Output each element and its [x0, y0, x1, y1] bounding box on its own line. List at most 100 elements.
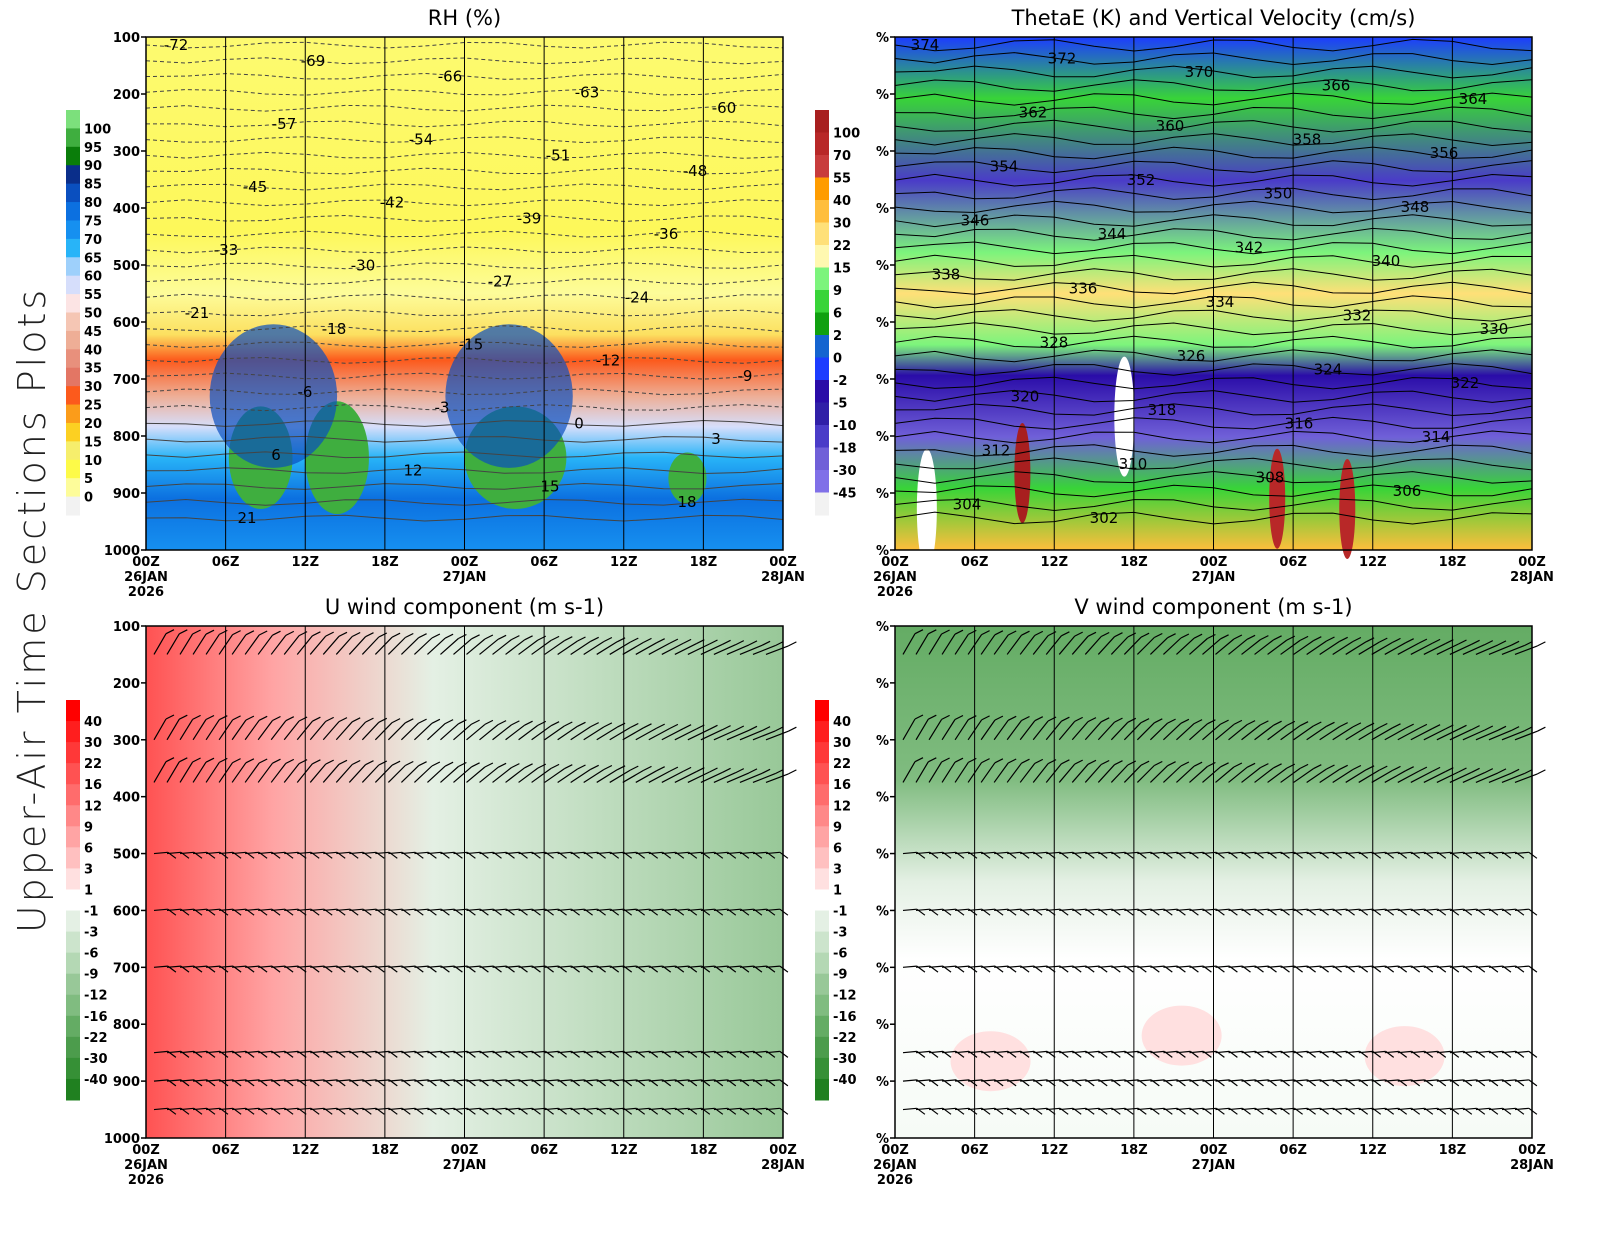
wind-barb: [902, 714, 924, 741]
barb-staff: [1254, 1079, 1269, 1082]
barb-flag: [1246, 720, 1256, 726]
barb-flag: [779, 1079, 789, 1087]
barb-staff: [557, 1050, 572, 1054]
barb-staff: [531, 1107, 546, 1111]
barb-staff: [179, 965, 195, 968]
y-tick-label: %: [876, 961, 889, 976]
barb-staff: [1098, 1079, 1113, 1082]
barb-staff: [1228, 965, 1243, 968]
barb-flag: [1352, 636, 1362, 643]
barb-staff: [687, 851, 702, 855]
colorbar-swatch: [815, 931, 829, 954]
barb-staff: [153, 633, 167, 655]
barb-flag: [1180, 718, 1190, 724]
barb-staff: [583, 726, 605, 741]
barb-staff: [322, 721, 340, 741]
barb-staff: [1345, 1107, 1360, 1111]
barb-staff: [244, 634, 260, 655]
barb-staff: [1436, 1107, 1451, 1111]
barb-flag: [1207, 761, 1216, 768]
barb-staff: [1306, 1050, 1321, 1054]
barb-staff: [336, 965, 351, 968]
barb-staff: [1097, 636, 1115, 655]
wind-barb: [557, 636, 586, 655]
barb-flag: [1497, 768, 1507, 774]
x-tick-label: 00Z: [451, 555, 479, 570]
x-tick-label: 00Z: [769, 555, 797, 570]
barb-staff: [661, 642, 684, 655]
wind-barb: [1384, 766, 1414, 783]
wind-barb: [687, 767, 718, 783]
barb-staff: [674, 1079, 689, 1082]
barb-staff: [1163, 1107, 1178, 1111]
barb-staff: [1462, 772, 1486, 783]
barb-flag: [994, 758, 1004, 764]
contour-label: 308: [1256, 468, 1285, 486]
wind-barb: [1123, 718, 1150, 741]
wind-barb: [1084, 717, 1110, 741]
plot-frame: [894, 36, 1533, 551]
barb-staff: [531, 851, 546, 855]
barb-flag: [431, 761, 441, 767]
barb-staff: [700, 771, 723, 783]
wind-barb: [1332, 636, 1362, 655]
barb-flag: [497, 634, 507, 640]
barb-flag: [788, 641, 797, 647]
barb-staff: [1019, 763, 1036, 783]
barb-staff: [648, 727, 671, 741]
barb-staff: [1475, 908, 1490, 912]
y-tick-label: %: [876, 677, 889, 692]
contour-label: 336: [1069, 279, 1098, 297]
barb-staff: [205, 634, 220, 655]
updraft-core: [1339, 458, 1356, 559]
contour-line: [145, 372, 784, 380]
barb-staff: [297, 851, 312, 855]
barb-staff: [902, 1050, 917, 1054]
barb-staff: [283, 720, 300, 741]
barb-staff: [942, 1107, 957, 1111]
wind-barb: [1384, 723, 1414, 741]
colorbar-label: 3: [833, 862, 842, 877]
wind-barb: [192, 757, 215, 783]
barb-staff: [1410, 1079, 1425, 1082]
barb-staff: [622, 1079, 637, 1082]
barb-flag: [550, 635, 560, 641]
barb-staff: [661, 728, 684, 741]
barb-staff: [609, 908, 624, 912]
barb-flag: [1154, 760, 1163, 767]
x-tick-label: 00Z: [769, 1143, 797, 1158]
barb-staff: [1423, 1107, 1438, 1111]
contour-line: [145, 388, 784, 396]
barb-staff: [270, 720, 287, 741]
barb-staff: [466, 723, 486, 741]
y-tick-label: 800: [113, 430, 140, 445]
barb-staff: [596, 641, 618, 655]
wind-barb: [635, 766, 665, 783]
barb-staff: [453, 1079, 468, 1082]
barb-staff: [427, 1107, 442, 1111]
colorbar-label: -10: [833, 419, 857, 434]
barb-flag: [761, 640, 771, 646]
barb-staff: [1020, 1107, 1035, 1111]
barb-staff: [739, 730, 763, 741]
y-tick-label: 300: [113, 734, 140, 749]
barb-staff: [1358, 1079, 1373, 1082]
wind-barb: [1371, 723, 1401, 741]
colorbar-swatch: [815, 110, 829, 133]
barb-staff: [981, 965, 996, 968]
barb-staff: [994, 1050, 1009, 1054]
barb-staff: [1371, 851, 1386, 855]
barb-staff: [310, 1079, 325, 1082]
barb-staff: [726, 965, 741, 968]
x-tick-label: 18Z: [1120, 1143, 1148, 1158]
wind-barb: [348, 760, 374, 783]
barb-flag: [458, 719, 467, 725]
wind-barb: [179, 714, 201, 741]
barb-staff: [1149, 637, 1169, 655]
contour-label: 338: [932, 266, 961, 284]
barb-staff: [206, 1107, 221, 1111]
positive-v-region: [950, 1031, 1031, 1092]
barb-staff: [1371, 965, 1386, 968]
barb-staff: [258, 851, 273, 855]
barb-flag: [325, 759, 334, 765]
